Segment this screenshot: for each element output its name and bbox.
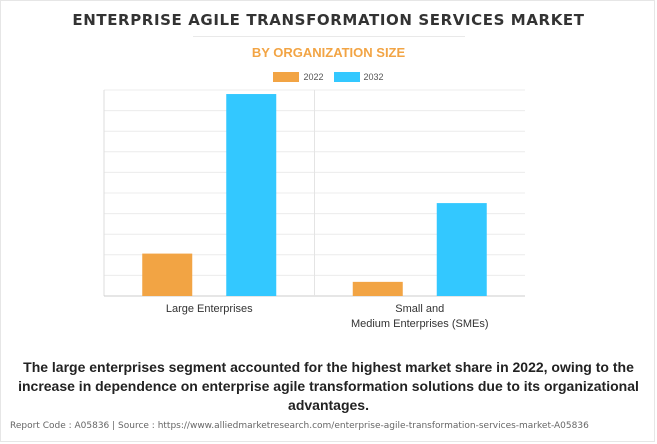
legend-label-2032: 2032 [363,72,384,82]
bar-2022-smes [352,281,403,296]
legend-swatch-2022 [273,72,300,82]
title-divider [193,36,465,37]
bar-2022-large-enterprises [142,253,193,296]
legend-item-2032[interactable]: 2032 [333,72,384,82]
summary-text: The large enterprises segment accounted … [18,359,639,413]
legend-swatch-2032 [333,72,360,82]
x-tick-label: Small and [395,303,444,315]
bar-chart: Large Enterprises Small and Medium Enterpr… [103,89,525,330]
chart-subtitle: BY ORGANIZATION SIZE [251,45,406,60]
x-tick-label: Medium Enterprises (SMEs) [351,318,489,330]
legend-label-2022: 2022 [303,72,324,82]
bar-2032-smes [436,203,487,296]
x-tick-label: Large Enterprises [166,303,253,315]
footer-source: Report Code : A05836 | Source : https://… [10,421,589,431]
bar-2032-large-enterprises [226,94,277,296]
legend-item-2022[interactable]: 2022 [273,72,324,82]
chart-title: ENTERPRISE AGILE TRANSFORMATION SERVICES… [72,11,585,29]
legend: 2022 2032 [0,72,657,82]
